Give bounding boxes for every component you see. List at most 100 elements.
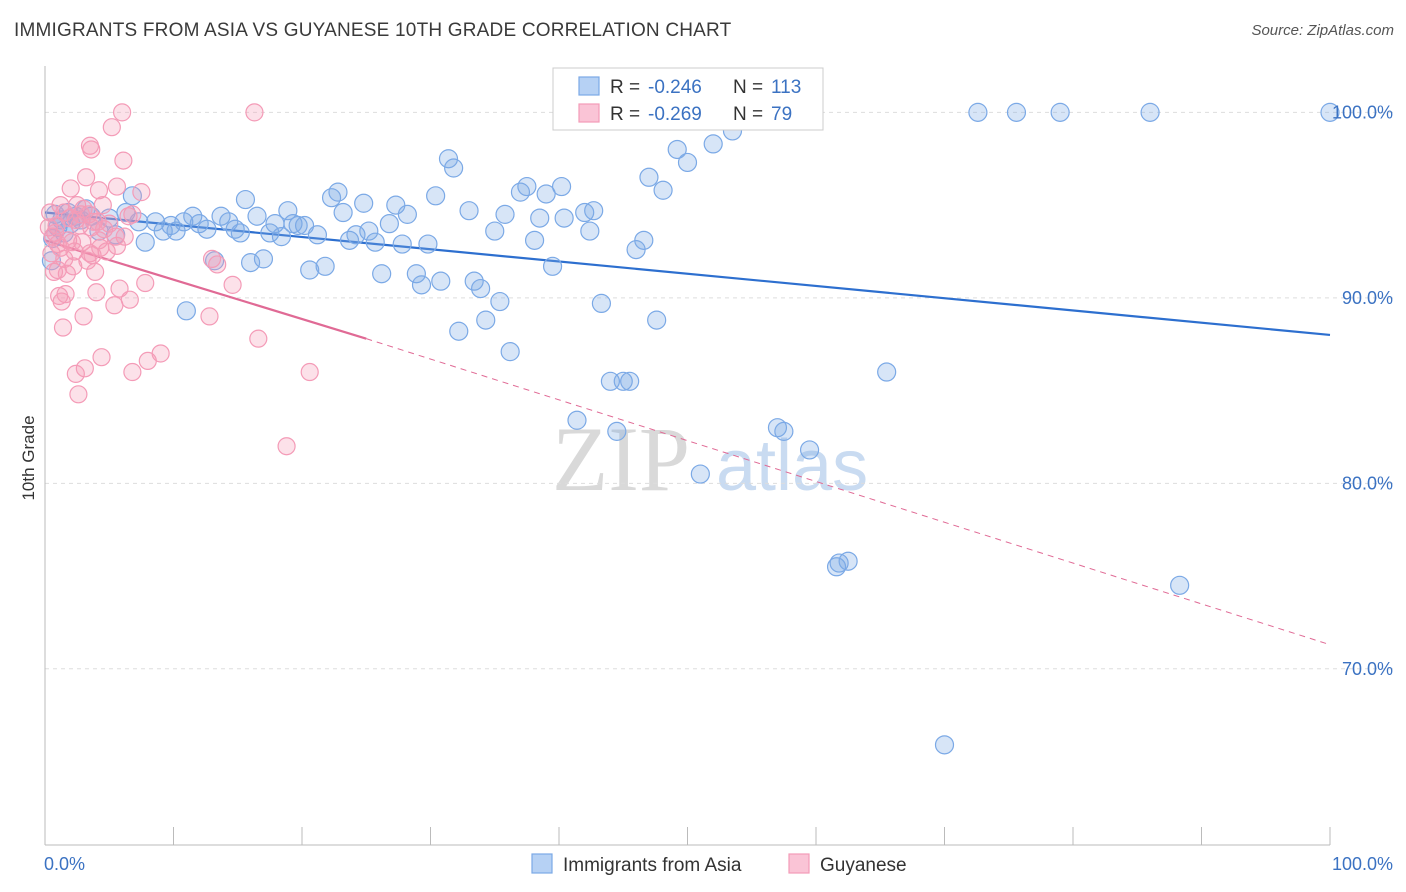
asia-point-60 bbox=[406, 264, 426, 284]
asia-point-115 bbox=[1050, 102, 1070, 122]
legend-n-label-asia: N = bbox=[733, 77, 763, 98]
asia-point-80 bbox=[536, 184, 556, 204]
asia-point-116 bbox=[1170, 575, 1190, 595]
x-tick-label-min: 0.0% bbox=[44, 854, 85, 874]
asia-point-113 bbox=[968, 102, 988, 122]
guyanese-point-33 bbox=[84, 212, 103, 231]
asia-point-73 bbox=[490, 291, 510, 312]
asia-point-83 bbox=[554, 208, 574, 228]
y-tick-label-90: 90.0% bbox=[1342, 288, 1393, 308]
asia-point-25 bbox=[183, 206, 203, 226]
legend-bottom-swatch-asia bbox=[531, 853, 553, 874]
asia-point-56 bbox=[379, 214, 399, 234]
asia-point-71 bbox=[476, 310, 496, 330]
asia-point-27 bbox=[197, 219, 217, 239]
asia-point-31 bbox=[225, 219, 245, 239]
asia-point-21 bbox=[161, 215, 181, 236]
x-tick-label-max: 100.0% bbox=[1332, 854, 1393, 874]
guyanese-point-78 bbox=[123, 205, 142, 224]
asia-point-64 bbox=[431, 271, 451, 291]
asia-point-87 bbox=[584, 201, 604, 221]
legend-n-value-asia: 113 bbox=[771, 77, 801, 98]
asia-point-72 bbox=[485, 221, 505, 241]
asia-point-67 bbox=[449, 321, 469, 341]
asia-point-77 bbox=[517, 176, 537, 197]
guyanese-point-45 bbox=[105, 296, 124, 315]
asia-point-53 bbox=[359, 221, 379, 241]
asia-point-49 bbox=[333, 202, 353, 223]
asia-point-65 bbox=[438, 149, 459, 169]
asia-point-75 bbox=[500, 342, 520, 362]
asia-point-32 bbox=[230, 223, 250, 243]
guyanese-point-10 bbox=[53, 318, 73, 337]
guyanese-point-68 bbox=[48, 260, 67, 280]
guyanese-point-58 bbox=[151, 344, 170, 363]
asia-point-61 bbox=[411, 275, 432, 295]
asia-point-79 bbox=[530, 208, 550, 228]
guyanese-point-49 bbox=[112, 103, 132, 122]
guyanese-point-13 bbox=[57, 264, 76, 283]
asia-point-54 bbox=[365, 232, 385, 252]
watermark-zip: ZIP bbox=[552, 408, 690, 510]
legend-bottom: Immigrants from Asia Guyanese bbox=[531, 853, 907, 876]
guyanese-point-70 bbox=[62, 233, 82, 252]
asia-point-78 bbox=[524, 230, 545, 250]
legend-n-label-guyanese: N = bbox=[733, 104, 763, 125]
asia-point-100 bbox=[690, 464, 710, 484]
guyanese-point-56 bbox=[136, 273, 155, 293]
legend-bottom-label-guyanese: Guyanese bbox=[820, 855, 907, 876]
guyanese-point-67 bbox=[80, 244, 100, 263]
asia-point-98 bbox=[667, 139, 687, 160]
asia-point-99 bbox=[677, 152, 698, 173]
legend-r-value-guyanese: -0.269 bbox=[648, 104, 702, 125]
asia-point-86 bbox=[580, 221, 600, 241]
asia-point-92 bbox=[620, 371, 640, 391]
guyanese-point-62 bbox=[223, 275, 242, 294]
asia-point-24 bbox=[176, 301, 196, 321]
asia-point-118 bbox=[1140, 102, 1160, 122]
asia-point-58 bbox=[392, 234, 412, 254]
asia-point-66 bbox=[444, 158, 464, 178]
guyanese-point-55 bbox=[132, 183, 151, 202]
asia-point-59 bbox=[397, 204, 417, 224]
asia-point-16 bbox=[122, 186, 142, 206]
y-tick-labels: 100.0% 90.0% 80.0% 70.0% bbox=[1332, 102, 1393, 678]
guyanese-point-34 bbox=[86, 262, 105, 281]
asia-point-62 bbox=[418, 234, 438, 254]
asia-point-43 bbox=[294, 215, 315, 236]
chart-title: IMMIGRANTS FROM ASIA VS GUYANESE 10TH GR… bbox=[14, 20, 732, 41]
asia-point-69 bbox=[464, 271, 484, 291]
asia-point-39 bbox=[271, 227, 292, 247]
y-axis-title: 10th Grade bbox=[19, 415, 38, 500]
asia-point-94 bbox=[634, 230, 654, 250]
guyanese-point-59 bbox=[200, 307, 219, 326]
y-tick-label-70: 70.0% bbox=[1342, 659, 1393, 679]
guyanese-trend-line-extension bbox=[366, 338, 1331, 646]
asia-point-96 bbox=[647, 310, 667, 330]
asia-point-112 bbox=[934, 735, 955, 755]
asia-point-44 bbox=[300, 260, 320, 280]
guyanese-point-61 bbox=[208, 255, 227, 274]
chart-source: Source: ZipAtlas.com bbox=[1251, 22, 1394, 39]
guyanese-point-26 bbox=[75, 359, 94, 378]
guyanese-point-27 bbox=[77, 168, 96, 187]
asia-point-33 bbox=[235, 189, 256, 210]
asia-point-111 bbox=[877, 362, 897, 382]
asia-point-37 bbox=[260, 223, 280, 243]
legend-swatch-asia bbox=[578, 76, 600, 96]
legend-bottom-swatch-guyanese bbox=[788, 853, 810, 874]
y-tick-label-80: 80.0% bbox=[1342, 473, 1393, 493]
asia-point-34 bbox=[241, 253, 261, 273]
legend-r-value-asia: -0.246 bbox=[648, 77, 702, 98]
asia-point-63 bbox=[426, 186, 446, 206]
guyanese-point-37 bbox=[89, 181, 109, 200]
asia-point-30 bbox=[219, 212, 239, 232]
guyanese-point-72 bbox=[89, 231, 109, 250]
asia-point-51 bbox=[346, 225, 366, 245]
asia-point-46 bbox=[315, 256, 335, 276]
asia-point-52 bbox=[354, 193, 374, 213]
legend-r-label-guyanese: R = bbox=[610, 104, 640, 125]
asia-point-17 bbox=[129, 212, 149, 232]
guyanese-point-19 bbox=[66, 364, 85, 383]
